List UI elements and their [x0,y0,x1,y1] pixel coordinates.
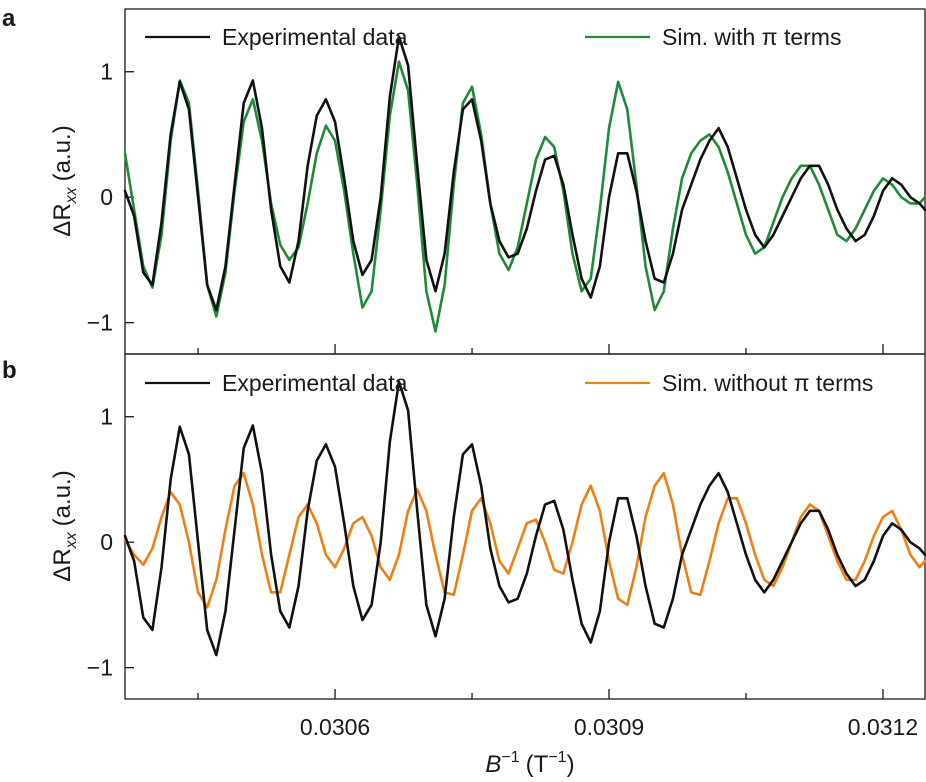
panel-b-ylabel-prefix: ΔR [49,548,76,581]
panel-a-frame [124,8,926,355]
panel-b-series [123,380,926,657]
panel-b-ytick-label: 1 [100,404,113,430]
x-axis-title-sup: −1 [501,749,519,766]
panel-b-frame [124,353,926,700]
panel-a-legend-label-experimental: Experimental data [222,24,408,50]
panel-b-legend: Experimental data Sim. without π terms [145,370,873,396]
panel-a-ytick-label: −1 [87,310,113,336]
panel-b-legend-label-experimental: Experimental data [222,370,408,396]
panel-b-ytick-label: 0 [100,529,113,555]
panel-a-ylabel: ΔRxx (a.u.) [49,125,80,236]
panel-b-xticks: 0.0306 0.0309 0.0312 [197,689,918,740]
panel-a-series [123,35,926,333]
panel-b-ylabel-suffix: (a.u.) [49,470,76,526]
panel-b-series-experimental [123,380,926,657]
panel-b-legend-label-sim: Sim. without π terms [662,370,873,396]
panel-b-series-simulation [123,471,926,609]
panel-a-ylabel-prefix: ΔR [49,203,76,236]
panel-a-ylabel-sub: xx [63,186,80,204]
panel-b-ylabel-sub: xx [63,531,80,549]
x-axis-title-unit-sup: −1 [548,749,566,766]
x-axis-title-base: B [485,751,501,778]
x-axis-title: B−1 (T−1) [485,749,574,778]
panel-a-yticks: −1 0 1 [87,59,134,336]
panel-a-legend: Experimental data Sim. with π terms [145,24,841,50]
panel-a-xticks [197,344,884,354]
panel-a-series-simulation [123,60,926,333]
panel-a-ytick-label: 1 [100,59,113,85]
x-axis-title-close: ) [567,751,575,778]
panel-b: b −1 0 1 0.0306 0.0309 0.0312 ΔRxx (a.u.) Exp… [2,353,926,778]
panel-a-series-experimental [123,35,926,312]
panel-a-letter: a [2,5,16,32]
panel-b-yticks: −1 0 1 [87,404,134,681]
panel-b-xtick-label: 0.0306 [300,714,370,740]
panel-a-legend-label-sim: Sim. with π terms [662,24,841,50]
panel-b-ytick-label: −1 [87,655,113,681]
panel-b-ylabel: ΔRxx (a.u.) [49,470,80,581]
panel-b-xtick-label: 0.0309 [574,714,644,740]
panel-a: a −1 0 1 ΔRxx (a.u.) Experimental data Sim.… [2,5,926,355]
panel-a-ytick-label: 0 [100,184,113,210]
panel-a-ylabel-suffix: (a.u.) [49,125,76,181]
x-axis-title-unit: (T [526,751,549,778]
panel-b-xtick-label: 0.0312 [848,714,918,740]
panel-b-letter: b [2,357,17,384]
